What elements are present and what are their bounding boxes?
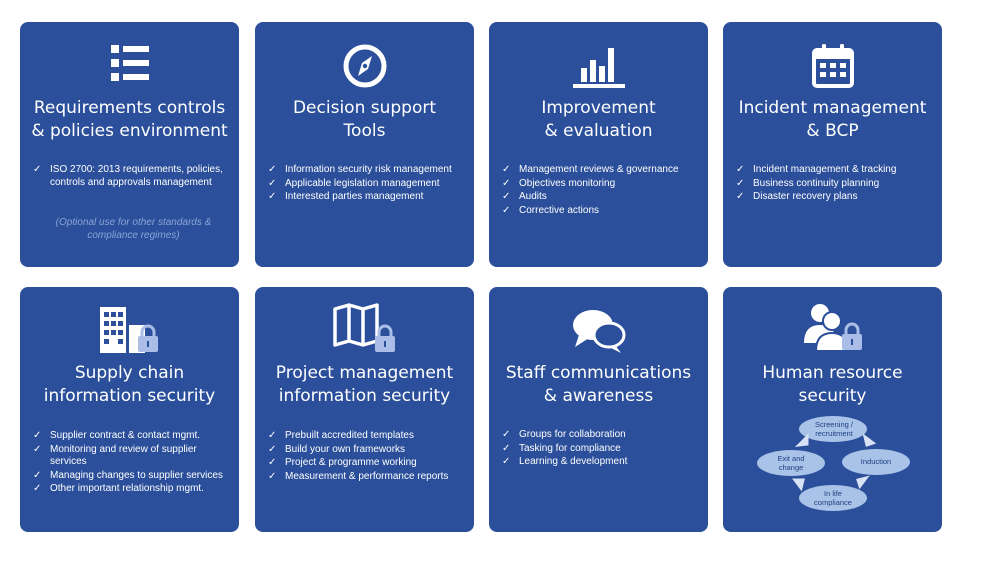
list-item: Build your own frameworks bbox=[267, 444, 466, 457]
card-item-list: Information security risk management App… bbox=[267, 164, 466, 205]
card-staff-communications: Staff communications & awareness Groups … bbox=[489, 287, 708, 532]
building-lock-icon bbox=[20, 303, 239, 355]
list-item: Applicable legislation management bbox=[267, 178, 466, 191]
card-title: Improvement & evaluation bbox=[541, 98, 656, 141]
card-human-resource: Human resource security Screening / recr… bbox=[723, 287, 942, 532]
card-item-list: ISO 2700: 2013 requirements, policies, c… bbox=[32, 164, 231, 190]
list-item: Managing changes to supplier services bbox=[32, 470, 231, 483]
card-title: Decision support Tools bbox=[292, 98, 437, 141]
list-item: Business continuity planning bbox=[735, 178, 934, 191]
list-item: Measurement & performance reports bbox=[267, 471, 466, 484]
card-title: Incident management & BCP bbox=[738, 98, 927, 141]
card-item-list: Prebuilt accredited templates Build your… bbox=[267, 430, 466, 484]
card-item-list: Supplier contract & contact mgmt. Monito… bbox=[32, 430, 231, 497]
cycle-step-exit-and-change: Exit and change bbox=[777, 454, 805, 472]
cycle-step-screening: Screening / recruitment bbox=[815, 420, 853, 438]
list-item: Tasking for compliance bbox=[501, 443, 700, 456]
card-title: Supply chain information security bbox=[43, 363, 216, 406]
list-item: Supplier contract & contact mgmt. bbox=[32, 430, 231, 443]
card-note: (Optional use for other standards & comp… bbox=[55, 217, 212, 241]
list-item: Learning & development bbox=[501, 456, 700, 469]
card-decision-support: Decision support Tools Information secur… bbox=[255, 22, 474, 267]
cycle-step-in-life-compliance: In life compliance bbox=[814, 489, 852, 507]
card-improvement: Improvement & evaluation Management revi… bbox=[489, 22, 708, 267]
list-item: ISO 2700: 2013 requirements, policies, c… bbox=[32, 164, 231, 189]
list-item: Groups for collaboration bbox=[501, 429, 700, 442]
card-incident-management: Incident management & BCP Incident manag… bbox=[723, 22, 942, 267]
card-requirements-controls: Requirements controls & policies environ… bbox=[20, 22, 239, 267]
card-item-list: Management reviews & governance Objectiv… bbox=[501, 164, 700, 218]
list-item: Management reviews & governance bbox=[501, 164, 700, 177]
speech-bubbles-icon bbox=[489, 305, 708, 357]
list-item: Other important relationship mgmt. bbox=[32, 483, 231, 496]
compass-icon bbox=[255, 42, 474, 90]
card-item-list: Incident management & tracking Business … bbox=[735, 164, 934, 205]
list-item: Project & programme working bbox=[267, 457, 466, 470]
list-item: Interested parties management bbox=[267, 191, 466, 204]
list-item: Incident management & tracking bbox=[735, 164, 934, 177]
list-item: Monitoring and review of supplier servic… bbox=[32, 444, 231, 469]
calendar-icon bbox=[723, 42, 942, 90]
card-title: Human resource security bbox=[762, 363, 903, 406]
list-item: Disaster recovery plans bbox=[735, 191, 934, 204]
list-item: Audits bbox=[501, 191, 700, 204]
card-title: Requirements controls & policies environ… bbox=[31, 98, 228, 141]
card-project-management: Project management information security … bbox=[255, 287, 474, 532]
map-lock-icon bbox=[255, 301, 474, 355]
cycle-step-induction: Induction bbox=[860, 457, 892, 466]
card-item-list: Groups for collaboration Tasking for com… bbox=[501, 429, 700, 470]
list-item: Prebuilt accredited templates bbox=[267, 430, 466, 443]
list-item: Corrective actions bbox=[501, 205, 700, 218]
people-lock-icon bbox=[723, 301, 942, 355]
list-icon bbox=[20, 42, 239, 90]
card-title: Staff communications & awareness bbox=[505, 363, 692, 406]
list-item: Information security risk management bbox=[267, 164, 466, 177]
bar-chart-icon bbox=[489, 42, 708, 90]
card-title: Project management information security bbox=[275, 363, 454, 406]
card-supply-chain: Supply chain information security Suppli… bbox=[20, 287, 239, 532]
list-item: Objectives monitoring bbox=[501, 178, 700, 191]
